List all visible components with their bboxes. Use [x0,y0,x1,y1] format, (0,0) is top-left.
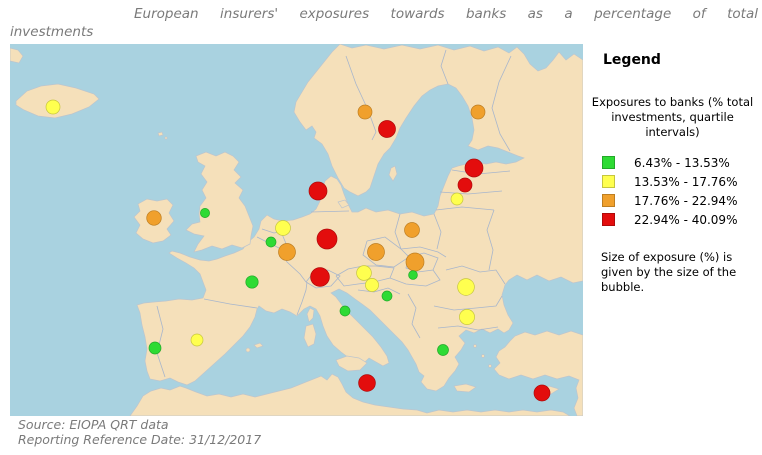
bubble-estonia [464,158,484,178]
island-faroes [157,131,164,137]
source-line: Source: EIOPA QRT data [18,417,169,432]
bubble-france [245,275,259,289]
main-landmass [136,44,583,392]
legend-class-list: 6.43% - 13.53% 13.53% - 17.76% 17.76% - … [583,153,762,229]
bubble-bulgaria [459,309,475,325]
bubble-norway [357,104,373,120]
chart-title: European insurers' exposures towards ban… [10,6,758,40]
source-block: Source: EIOPA QRT data Reporting Referen… [18,417,261,447]
bubble-spain [190,333,204,347]
bubble-czechia [367,243,385,261]
legend-class-label: 17.76% - 22.94% [634,193,738,208]
europe-map [10,44,583,416]
bubble-romania [457,278,475,296]
legend-subtitle: Exposures to banks (% total investments,… [591,95,754,139]
bubble-ireland [146,210,162,226]
europe-map-svg [10,44,583,416]
legend-swatch-green [602,156,615,169]
bubble-italy [339,305,351,317]
island-great-britain [185,151,254,253]
island-aegean-2 [481,354,485,358]
bubble-portugal [148,341,162,355]
legend-swatch-yellow [602,175,615,188]
bubble-slovenia [365,278,379,292]
island-gotland [388,165,398,182]
island-corsica [306,307,315,323]
bubble-slovakia [405,252,425,272]
bubble-croatia [381,290,393,302]
legend-swatch-red [602,213,615,226]
legend-class-row: 6.43% - 13.53% [583,153,762,172]
island-sicily [335,355,368,372]
legend-class-label: 22.94% - 40.09% [634,212,738,227]
legend-class-label: 6.43% - 13.53% [634,155,730,170]
island-crete [453,383,477,393]
bubble-lithuania [450,192,464,206]
bubble-greece [437,344,449,356]
legend-note: Size of exposure (%) is given by the siz… [601,250,737,294]
bubble-denmark [308,181,328,201]
island-aegean-1 [473,344,477,348]
bubble-austria [356,265,372,281]
bubble-iceland [45,99,61,115]
bubble-switzerland [310,267,330,287]
island-balearic-1 [245,347,251,353]
legend-class-row: 22.94% - 40.09% [583,210,762,229]
bubble-layer [45,99,551,402]
bubble-uk [200,208,210,218]
bubble-sweden [378,120,396,138]
legend-class-row: 13.53% - 17.76% [583,172,762,191]
bubble-netherlands [275,220,291,236]
legend-class-label: 13.53% - 17.76% [634,174,738,189]
island-balearic-2 [253,342,264,349]
land-north-africa [129,373,571,416]
bubble-belgium [265,236,277,248]
land-corner-wedge [10,47,24,64]
bubble-cyprus [533,384,551,402]
legend-title: Legend [603,52,661,68]
legend-swatch-orange [602,194,615,207]
island-aegean-3 [488,364,492,368]
island-faroes-2 [164,136,168,140]
legend-class-row: 17.76% - 22.94% [583,191,762,210]
bubble-malta [358,374,376,392]
bubble-finland [470,104,486,120]
land-turkey [493,330,583,416]
island-iceland [15,83,100,119]
island-sardinia [303,323,317,348]
legend-panel: Legend Exposures to banks (% total inves… [583,44,762,416]
reporting-date-line: Reporting Reference Date: 31/12/2017 [18,432,262,447]
bubble-hungary [408,270,418,280]
bubble-luxembourg [278,243,296,261]
bubble-germany [316,228,338,250]
bubble-poland [404,222,420,238]
bubble-latvia [457,177,473,193]
island-zealand [337,199,350,209]
